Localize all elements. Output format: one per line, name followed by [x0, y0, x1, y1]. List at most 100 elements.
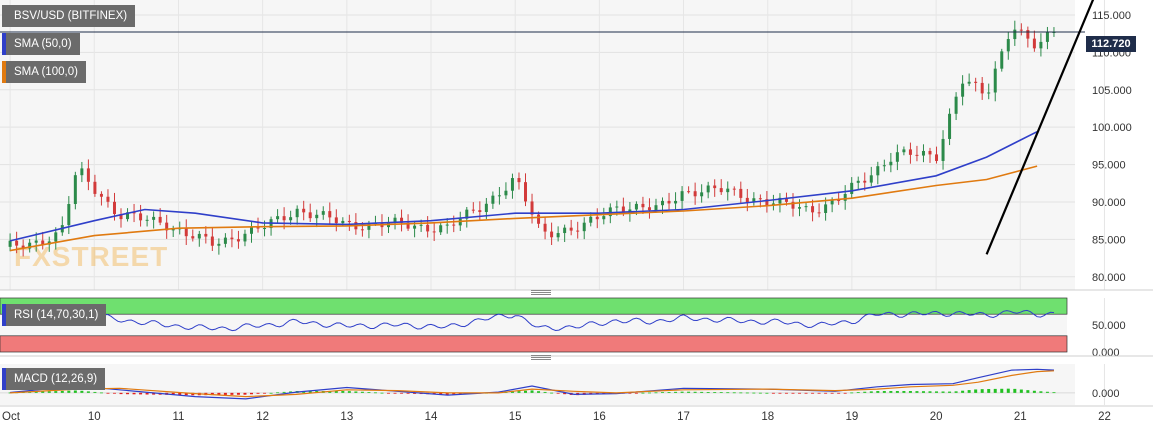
- candle-bear: [791, 201, 795, 209]
- candle-bear: [745, 197, 749, 203]
- macd-histogram-bar: [869, 391, 873, 393]
- panel-resize-handle[interactable]: [531, 290, 551, 296]
- macd-histogram-bar: [700, 391, 704, 393]
- trendline: [985, 0, 1095, 255]
- candle-bull: [243, 233, 247, 242]
- macd-histogram-bar: [308, 391, 312, 393]
- macd-histogram-bar: [726, 392, 730, 394]
- macd-histogram-bar: [667, 392, 671, 393]
- macd-panel-bg: [0, 364, 1075, 405]
- macd-histogram-bar: [132, 392, 136, 395]
- sma100-swatch: [2, 61, 6, 83]
- macd-histogram-bar: [282, 391, 286, 393]
- candle-bull: [921, 150, 925, 156]
- macd-signal-line: [10, 370, 1055, 398]
- macd-histogram-bar: [817, 392, 821, 394]
- panel-resize-handle[interactable]: [531, 355, 551, 361]
- rsi-panel: [0, 297, 1105, 353]
- macd-histogram-bar: [380, 392, 384, 394]
- macd-histogram-bar: [674, 391, 678, 393]
- candle-bear: [191, 236, 195, 239]
- macd-histogram-bar: [236, 392, 240, 395]
- candle-bear: [784, 197, 788, 202]
- candle-bull: [902, 149, 906, 153]
- macd-histogram-bar: [99, 392, 103, 394]
- macd-histogram-bar: [1039, 391, 1043, 393]
- candle-bull: [28, 242, 32, 249]
- candle-bear: [204, 233, 208, 237]
- candle-bull: [73, 175, 77, 205]
- candle-bull: [954, 96, 958, 114]
- x-tick-label: 18: [761, 411, 774, 423]
- macd-histogram-bar: [347, 391, 351, 393]
- macd-histogram-bar: [524, 390, 528, 393]
- macd-histogram-bar: [1026, 390, 1030, 393]
- macd-histogram-bar: [413, 392, 417, 394]
- x-tick-label: 11: [172, 411, 184, 423]
- candle-bear: [713, 185, 717, 189]
- candle-bull: [504, 190, 508, 196]
- macd-histogram-bar: [1000, 388, 1004, 393]
- y-tick-label: 90.000: [1092, 197, 1126, 209]
- macd-histogram-bar: [732, 392, 736, 394]
- price-panel: FXSTREET: [0, 0, 1105, 290]
- macd-histogram-bar: [223, 392, 227, 395]
- macd-y-tick-label: 0.000: [1092, 388, 1120, 400]
- candle-bull: [223, 237, 227, 244]
- candle-bear: [863, 180, 867, 183]
- candle-bear: [647, 207, 651, 211]
- candle-bull: [752, 198, 756, 203]
- candle-bull: [589, 216, 593, 223]
- x-tick-label: 10: [88, 411, 101, 423]
- candle-bull: [197, 233, 201, 239]
- candle-bear: [282, 216, 286, 221]
- candle-bear: [908, 149, 912, 155]
- candle-bear: [1019, 29, 1023, 31]
- candle-bear: [667, 200, 671, 204]
- sma100-label: SMA (100,0): [14, 66, 78, 78]
- macd-histogram-bar: [386, 392, 390, 394]
- macd-histogram-bar: [798, 392, 802, 394]
- macd-histogram-bar: [856, 392, 860, 393]
- candle-bull: [850, 182, 854, 194]
- y-tick-label: 105.000: [1092, 85, 1132, 97]
- macd-histogram-bar: [86, 391, 90, 393]
- macd-histogram-bar: [400, 392, 404, 394]
- macd-histogram-bar: [680, 391, 684, 393]
- candle-bear: [15, 240, 19, 246]
- rsi-legend: RSI (14,70,30,1): [2, 304, 107, 326]
- x-tick-label: 14: [425, 411, 438, 423]
- candle-bear: [86, 168, 90, 182]
- candle-bear: [569, 227, 573, 231]
- candle-bull: [634, 203, 638, 210]
- candle-bull: [1006, 39, 1010, 52]
- candle-bull: [249, 226, 253, 234]
- macd-histogram-bar: [961, 390, 965, 393]
- candle-bear: [817, 212, 821, 214]
- candle-bear: [230, 237, 234, 240]
- candle-bull: [67, 204, 71, 226]
- candle-bull: [263, 228, 267, 230]
- candle-bull: [145, 219, 149, 221]
- candle-bear: [184, 228, 188, 237]
- macd-histogram-bar: [537, 391, 541, 393]
- candle-bull: [967, 81, 971, 84]
- candle-bear: [739, 188, 743, 198]
- macd-histogram-bar: [980, 389, 984, 393]
- sma50-legend: SMA (50,0): [2, 33, 80, 55]
- candle-bull: [171, 228, 175, 231]
- candle-bull: [295, 208, 299, 218]
- candle-bull: [1000, 51, 1004, 69]
- macd-histogram-bar: [452, 392, 456, 395]
- macd-histogram-bar: [184, 392, 188, 396]
- candle-bull: [941, 138, 945, 161]
- macd-histogram-bar: [289, 391, 293, 393]
- candle-bull: [680, 191, 684, 201]
- candle-bear: [41, 240, 45, 245]
- macd-histogram-bar: [210, 392, 214, 396]
- candle-bull: [824, 204, 828, 213]
- macd-histogram-bar: [628, 392, 632, 394]
- candle-bear: [132, 212, 136, 214]
- macd-histogram-bar: [967, 390, 971, 393]
- candle-bull: [126, 212, 130, 220]
